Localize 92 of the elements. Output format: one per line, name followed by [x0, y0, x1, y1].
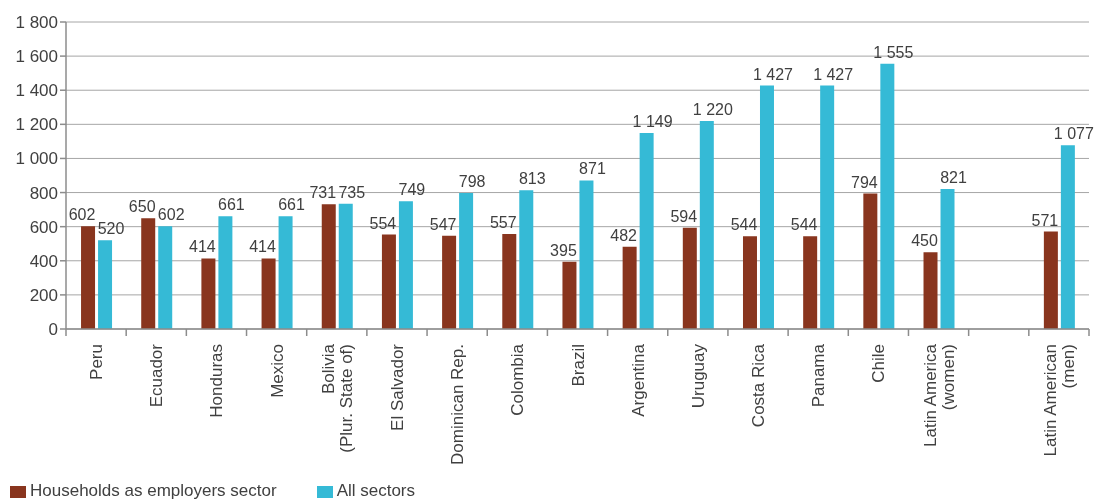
bar	[579, 180, 594, 329]
data-label: 450	[911, 232, 938, 250]
bar	[742, 236, 757, 329]
bar	[201, 258, 216, 329]
y-tick-label: 1 400	[15, 81, 58, 101]
x-tick-label: Costa Rica	[749, 343, 769, 428]
y-tick-label: 400	[29, 251, 58, 271]
data-label: 821	[940, 168, 967, 186]
y-tick-label: 200	[29, 285, 58, 305]
data-label: 871	[579, 160, 606, 178]
bar	[519, 190, 534, 329]
data-label: 557	[489, 214, 517, 231]
bar	[442, 235, 457, 329]
data-label: 520	[97, 220, 125, 238]
bar	[398, 201, 413, 329]
data-label: 813	[518, 170, 546, 188]
data-label: 749	[398, 181, 426, 199]
bar	[261, 258, 276, 329]
data-label: 1 427	[752, 65, 794, 83]
x-tick-label: Colombia	[508, 343, 528, 416]
bar	[639, 133, 654, 329]
data-label: 650	[128, 198, 156, 216]
data-label: 602	[157, 206, 185, 224]
data-label: 594	[670, 207, 698, 225]
x-tick-label: Latin American (men)	[1040, 344, 1078, 457]
x-tick-label: Panama	[809, 343, 829, 408]
data-label: 798	[458, 172, 486, 190]
x-tick-label: Latin America (women)	[920, 343, 958, 447]
bar	[158, 226, 173, 329]
x-tick-label: Peru	[87, 344, 107, 380]
data-label: 544	[790, 216, 818, 234]
legend-label: Households as employers sector	[30, 481, 277, 500]
x-tick-label: Dominican Rep.	[448, 344, 468, 465]
bar	[1060, 145, 1075, 329]
bar	[940, 188, 955, 329]
bar	[141, 218, 156, 329]
bar	[759, 85, 774, 329]
bar	[863, 193, 878, 329]
data-label: 1 555	[873, 43, 914, 61]
data-label: 1 220	[692, 100, 733, 118]
bar	[880, 63, 895, 329]
x-tick-label: El Salvador	[387, 343, 407, 431]
x-tick-label: Brazil	[568, 344, 588, 387]
bar	[923, 252, 938, 329]
x-tick-label: Honduras	[207, 344, 227, 418]
bar	[699, 120, 714, 329]
x-tick-label: Ecuador	[147, 343, 167, 408]
data-label: 794	[850, 173, 878, 191]
data-label: 482	[610, 226, 638, 244]
x-tick-label: Uruguay	[688, 343, 708, 409]
x-tick-label: Argentina	[628, 343, 648, 417]
x-tick-label: Mexico	[267, 344, 287, 398]
bar	[98, 240, 113, 329]
y-tick-label: 1 200	[15, 115, 58, 135]
y-tick-label: 1 000	[15, 149, 58, 169]
data-label: 661	[278, 196, 306, 214]
bar	[622, 246, 637, 329]
bar	[1043, 231, 1058, 329]
bar	[803, 236, 818, 329]
data-label: 731	[309, 184, 337, 202]
bar	[682, 227, 697, 329]
data-label: 1 149	[632, 113, 673, 131]
data-label: 571	[1031, 211, 1059, 229]
bar	[81, 226, 96, 329]
bar	[459, 192, 474, 329]
data-label: 661	[218, 196, 245, 214]
bar	[502, 234, 517, 329]
bar	[820, 85, 835, 329]
data-label: 395	[550, 241, 577, 259]
y-tick-label: 0	[48, 320, 58, 340]
y-tick-label: 600	[29, 217, 58, 237]
x-tick-label: Bolivia (Plur. State of)	[318, 343, 356, 453]
data-label: 735	[338, 183, 366, 201]
y-tick-label: 1 600	[15, 47, 58, 67]
data-label: 544	[730, 216, 758, 234]
x-tick-label: Chile	[869, 344, 889, 383]
data-label: 1 427	[813, 65, 854, 83]
bar	[218, 216, 233, 329]
legend-label: All sectors	[336, 481, 416, 500]
data-label: 547	[429, 215, 457, 233]
bar	[338, 203, 353, 329]
bar	[278, 216, 293, 329]
data-label: 414	[189, 238, 216, 256]
y-tick-label: 1 800	[15, 13, 58, 33]
y-tick-label: 800	[29, 183, 58, 203]
data-label: 554	[369, 214, 397, 232]
bar	[562, 261, 577, 329]
bar	[321, 204, 336, 329]
bar	[381, 234, 396, 329]
data-label: 414	[249, 238, 277, 256]
data-label: 602	[68, 206, 96, 224]
data-label: 1 077	[1053, 125, 1094, 143]
